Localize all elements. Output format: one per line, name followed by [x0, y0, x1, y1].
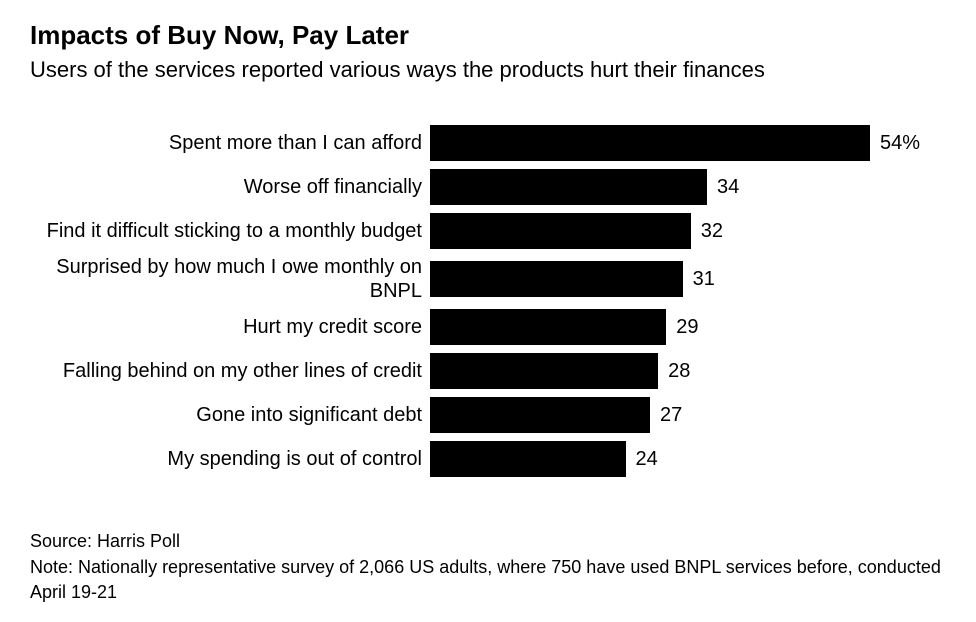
bar-container: 31 [430, 261, 946, 297]
bar-row: Surprised by how much I owe monthly on B… [30, 255, 946, 303]
bar [430, 441, 626, 477]
chart-subtitle: Users of the services reported various w… [30, 57, 946, 83]
bar-label: Surprised by how much I owe monthly on B… [30, 255, 430, 303]
bar-value: 34 [707, 176, 739, 199]
bar-label: Find it difficult sticking to a monthly … [30, 219, 430, 243]
bar-row: My spending is out of control 24 [30, 439, 946, 479]
bar-value: 28 [658, 360, 690, 383]
bar-container: 32 [430, 213, 946, 249]
bar-row: Worse off financially 34 [30, 167, 946, 207]
source-text: Source: Harris Poll [30, 529, 946, 553]
bar-label: Gone into significant debt [30, 403, 430, 427]
bar-value: 54% [870, 132, 920, 155]
bar-value: 24 [626, 448, 658, 471]
note-text: Note: Nationally representative survey o… [30, 555, 946, 604]
bar-row: Find it difficult sticking to a monthly … [30, 211, 946, 251]
bar-value: 29 [666, 316, 698, 339]
bar-container: 27 [430, 397, 946, 433]
bar [430, 213, 691, 249]
bar-value: 27 [650, 404, 682, 427]
bar-row: Hurt my credit score 29 [30, 307, 946, 347]
bar-label: Worse off financially [30, 175, 430, 199]
bar [430, 397, 650, 433]
bar [430, 125, 870, 161]
bar-row: Gone into significant debt 27 [30, 395, 946, 435]
bar-value: 32 [691, 220, 723, 243]
bar-container: 29 [430, 309, 946, 345]
chart-footer: Source: Harris Poll Note: Nationally rep… [30, 529, 946, 604]
bar-row: Spent more than I can afford 54% [30, 123, 946, 163]
chart-area: Spent more than I can afford 54% Worse o… [30, 123, 946, 479]
bar [430, 169, 707, 205]
bar-container: 54% [430, 125, 946, 161]
chart-title: Impacts of Buy Now, Pay Later [30, 20, 946, 51]
bar-container: 34 [430, 169, 946, 205]
bar [430, 309, 666, 345]
bar-container: 28 [430, 353, 946, 389]
bar-row: Falling behind on my other lines of cred… [30, 351, 946, 391]
bar [430, 261, 683, 297]
bar-label: Hurt my credit score [30, 315, 430, 339]
bar [430, 353, 658, 389]
bar-label: Falling behind on my other lines of cred… [30, 359, 430, 383]
bar-value: 31 [683, 268, 715, 291]
bar-container: 24 [430, 441, 946, 477]
bar-label: Spent more than I can afford [30, 131, 430, 155]
bar-label: My spending is out of control [30, 447, 430, 471]
